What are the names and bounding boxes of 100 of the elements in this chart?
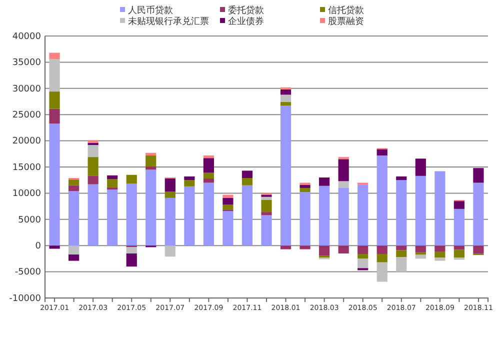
bar [88,140,98,143]
bar [88,176,98,184]
y-tick-label: 30000 [12,84,42,94]
bar [338,246,349,254]
bar [242,178,253,186]
bar [280,106,292,246]
bar [164,192,176,198]
bar [184,176,195,180]
bar [338,159,349,182]
bar [434,258,446,261]
bar [261,196,272,200]
y-tick-label: 40000 [12,32,42,42]
legend-label: 委托贷款 [228,5,264,16]
bar [280,102,292,106]
bar [454,208,464,246]
bar [126,247,137,254]
bar [396,246,407,250]
bar [280,246,292,250]
bar [146,170,156,246]
bar [319,177,330,186]
bar [203,178,214,183]
bar [376,149,388,156]
legend-label: 未贴现银行承兑汇票 [128,16,209,28]
bar [107,190,118,246]
bar [203,182,214,246]
bar [300,192,310,246]
bar [203,172,214,179]
bar [107,179,118,188]
bar [454,246,464,250]
bar [338,181,349,188]
bar [415,246,426,252]
bar [146,152,156,156]
bar [261,200,272,212]
bar [376,262,388,282]
bar [184,186,195,246]
bar [319,186,330,246]
bar [396,176,407,180]
bar [68,180,80,186]
bar [49,59,60,92]
bar [396,250,407,258]
bar [454,250,464,258]
bar [338,188,349,246]
y-tick-label: 25000 [12,110,42,120]
bar [434,246,446,252]
legend-label: 股票融资 [328,16,364,28]
y-tick-label: 0 [35,241,42,252]
legend-label: 人民币贷款 [128,5,173,16]
bar [261,212,272,216]
y-tick-label: 10000 [12,189,42,200]
y-tick-label: 20000 [12,136,42,147]
y-tick-label: 5000 [18,215,42,226]
bar [68,191,80,246]
bar [88,157,98,176]
bar [49,52,60,60]
y-tick-label: -10000 [9,294,42,304]
bar [49,124,60,246]
bar [280,89,292,95]
bar [107,175,118,180]
bar [164,246,176,257]
bar [434,171,446,246]
bar [415,158,426,176]
bar [203,155,214,158]
bar [68,185,80,192]
bar [434,252,446,258]
bar [222,194,234,198]
y-tick-label: -5000 [14,268,42,278]
bar [261,215,272,246]
bar [358,184,368,246]
bar [222,198,234,205]
bar [319,246,330,256]
bar [358,254,368,259]
bar [107,187,118,190]
bar [454,201,464,209]
bar [49,108,60,124]
bar [415,254,426,259]
bar [146,166,156,170]
bar [300,184,310,188]
bar [376,155,388,246]
bar [280,94,292,102]
bar [358,246,368,254]
bar [126,253,137,267]
bar [49,92,60,109]
bar [164,198,176,246]
bar [473,168,484,183]
bar [49,246,60,249]
bar [184,180,195,186]
bar [222,211,234,246]
bar [358,258,368,268]
bar [203,158,214,173]
bar [396,257,407,272]
y-tick-label: 35000 [12,58,42,68]
bar [396,180,407,246]
bar [242,185,253,246]
bar [164,178,176,192]
bar [68,246,80,255]
bar [242,170,253,178]
bar [88,184,98,246]
bar [473,182,484,246]
legend-label: 信托贷款 [328,5,364,16]
bar [126,174,137,184]
